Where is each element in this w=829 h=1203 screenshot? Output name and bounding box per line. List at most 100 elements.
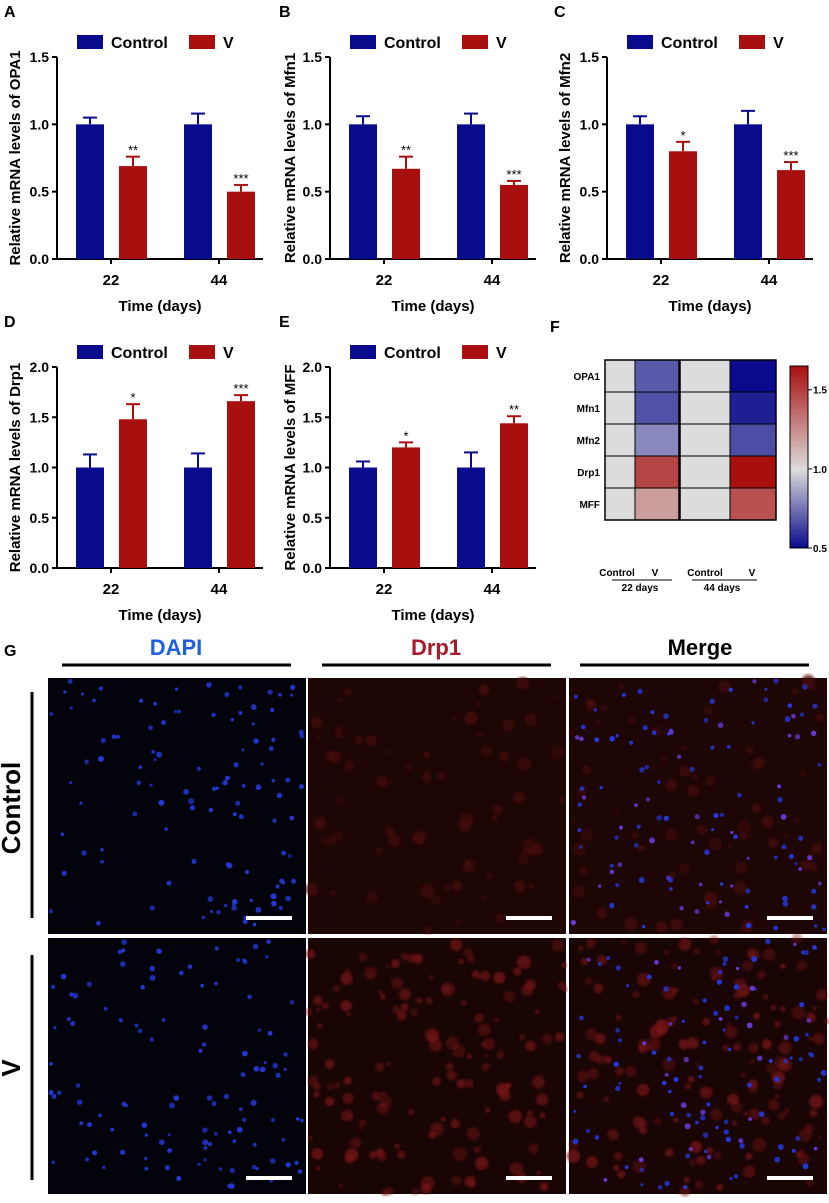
legend-swatch-control xyxy=(350,35,376,49)
y-tick-label: 0.5 xyxy=(580,184,600,200)
heatmap-row-label: MFF xyxy=(579,500,600,511)
bar-control-44 xyxy=(734,124,762,259)
x-axis-label: Time (days) xyxy=(118,298,201,315)
colorbar xyxy=(789,365,809,549)
panel-label-a: A xyxy=(4,4,16,21)
x-tick-label: 44 xyxy=(484,272,501,289)
heatmap-cell xyxy=(679,487,731,521)
heatmap-cell xyxy=(679,423,731,457)
bar-v-22 xyxy=(392,168,420,259)
colorbar-tick-label: 0.5 xyxy=(813,544,827,555)
significance-22: ** xyxy=(401,143,411,158)
legend-label-control: Control xyxy=(384,35,441,52)
y-axis-label: Relative mRNA levels of MFF xyxy=(282,364,299,570)
x-tick-label: 44 xyxy=(211,581,228,598)
y-tick-label: 0.0 xyxy=(580,251,600,267)
y-tick-label: 1.5 xyxy=(30,409,50,425)
colorbar-tick-label: 1.5 xyxy=(813,386,827,397)
significance-22: * xyxy=(403,428,408,443)
legend-swatch-control xyxy=(627,35,653,49)
legend-label-control: Control xyxy=(384,345,441,362)
x-tick-label: 22 xyxy=(376,272,393,289)
y-tick-label: 1.5 xyxy=(303,409,323,425)
heatmap-cell xyxy=(634,455,680,489)
panel-label-b: B xyxy=(279,4,291,21)
y-tick-label: 1.0 xyxy=(580,116,600,132)
heatmap-row-label: Drp1 xyxy=(577,468,600,479)
channel-label-merge: Merge xyxy=(668,635,733,660)
bar-v-22 xyxy=(392,447,420,568)
heatmap-col-label: Control xyxy=(599,568,635,579)
x-axis-label: Time (days) xyxy=(118,607,201,624)
bar-control-44 xyxy=(184,467,212,568)
legend-swatch-v xyxy=(739,35,765,49)
y-axis-label: Relative mRNA levels of Mfn2 xyxy=(557,53,574,263)
legend-label-control: Control xyxy=(661,35,718,52)
bar-v-44 xyxy=(777,170,805,259)
x-tick-label: 44 xyxy=(761,272,778,289)
scale-bar xyxy=(506,916,552,920)
significance-44: *** xyxy=(233,381,248,396)
heatmap-group-label: 22 days xyxy=(622,583,659,594)
legend-label-v: V xyxy=(773,35,784,52)
legend-label-control: Control xyxy=(111,345,168,362)
bar-v-22 xyxy=(119,166,147,259)
scale-bar xyxy=(246,916,292,920)
bar-v-44 xyxy=(500,184,528,259)
panel-label-g: G xyxy=(4,643,16,660)
heatmap-cell xyxy=(729,487,777,521)
heatmap-cell xyxy=(604,423,636,457)
heatmap-row-label: OPA1 xyxy=(574,372,601,383)
scale-bar xyxy=(246,1176,292,1180)
panel-label-d: D xyxy=(4,314,16,331)
scale-bar xyxy=(767,1176,813,1180)
bar-control-22 xyxy=(76,467,104,568)
heatmap-col-label: Control xyxy=(687,568,723,579)
legend-swatch-v xyxy=(462,345,488,359)
bar-control-22 xyxy=(349,124,377,259)
y-axis-label: Relative mRNA levels of OPA1 xyxy=(7,50,24,265)
y-tick-label: 0.5 xyxy=(303,184,323,200)
heatmap-cell xyxy=(604,487,636,521)
heatmap-cell xyxy=(729,359,777,393)
x-tick-label: 44 xyxy=(484,581,501,598)
legend-label-v: V xyxy=(496,35,507,52)
y-tick-label: 2.0 xyxy=(303,359,323,375)
legend-label-control: Control xyxy=(111,35,168,52)
heatmap-cell xyxy=(634,487,680,521)
y-tick-label: 1.0 xyxy=(303,116,323,132)
panel-label-c: C xyxy=(554,4,566,21)
y-tick-label: 1.5 xyxy=(30,49,50,65)
x-tick-label: 22 xyxy=(103,272,120,289)
bar-control-22 xyxy=(349,467,377,568)
x-axis-label: Time (days) xyxy=(391,298,474,315)
bar-control-44 xyxy=(184,124,212,259)
x-tick-label: 22 xyxy=(103,581,120,598)
x-axis-label: Time (days) xyxy=(668,298,751,315)
x-tick-label: 22 xyxy=(376,581,393,598)
heatmap-cell xyxy=(604,359,636,393)
significance-44: *** xyxy=(233,171,248,186)
significance-22: * xyxy=(130,390,135,405)
micrograph-control-merge xyxy=(569,674,827,934)
y-axis-label: Relative mRNA levels of Drp1 xyxy=(7,363,24,573)
bar-v-22 xyxy=(119,419,147,568)
heatmap-group-border-22 xyxy=(604,359,680,521)
y-tick-label: 2.0 xyxy=(30,359,50,375)
y-tick-label: 0.0 xyxy=(30,251,50,267)
legend-swatch-control xyxy=(77,35,103,49)
legend-swatch-control xyxy=(350,345,376,359)
legend-label-v: V xyxy=(223,35,234,52)
legend-swatch-v xyxy=(462,35,488,49)
significance-44: *** xyxy=(783,148,798,163)
scale-bar xyxy=(506,1176,552,1180)
heatmap-group-border-44 xyxy=(679,359,777,521)
y-tick-label: 1.5 xyxy=(303,49,323,65)
panel-label-e: E xyxy=(279,314,290,331)
y-tick-label: 0.0 xyxy=(30,560,50,576)
heatmap-cell xyxy=(604,391,636,425)
heatmap-cell xyxy=(604,455,636,489)
